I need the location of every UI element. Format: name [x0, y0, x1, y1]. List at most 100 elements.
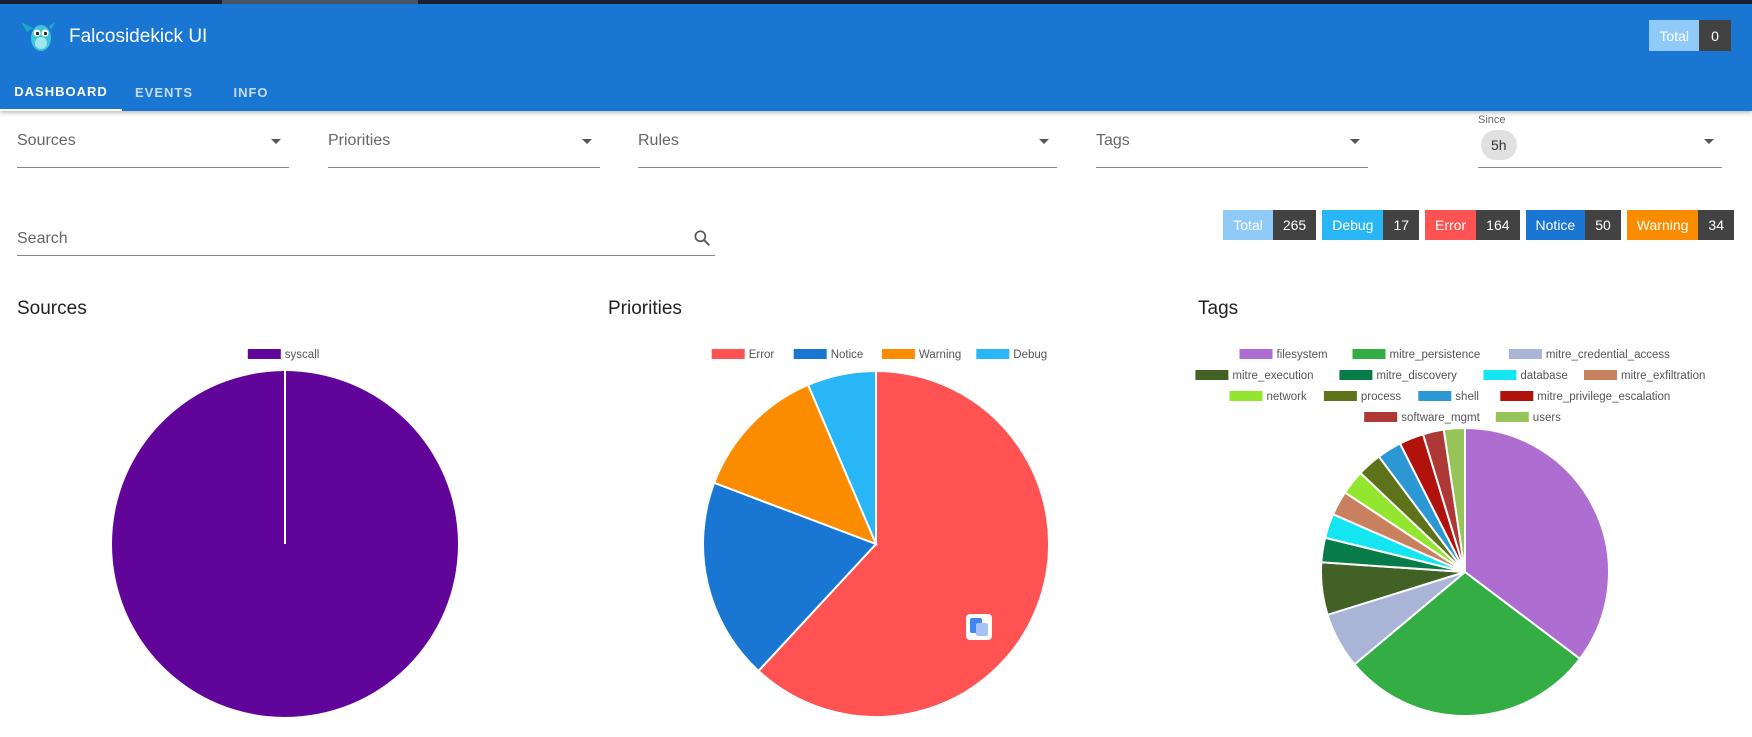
legend-item-process[interactable]: process	[1323, 391, 1402, 403]
legend-swatch	[1584, 370, 1617, 380]
chevron-down-icon	[1039, 139, 1049, 144]
sources-select[interactable]: Sources	[17, 122, 289, 168]
tab-dashboard[interactable]: DASHBOARD	[0, 74, 122, 111]
legend-item-mitre-exfiltration[interactable]: mitre_exfiltration	[1584, 370, 1705, 382]
search-field	[17, 224, 715, 256]
legend-swatch	[1229, 391, 1263, 401]
priorities-select[interactable]: Priorities	[328, 122, 600, 168]
priorities-select-label: Priorities	[328, 132, 391, 149]
since-value-chip[interactable]: 5h	[1481, 130, 1517, 160]
legend-label: database	[1520, 370, 1567, 382]
pie-slice-notice[interactable]	[702, 481, 878, 673]
app-bar: Falcosidekick UI Total 0 DASHBOARD EVENT…	[0, 4, 1752, 111]
header-total-chip: Total 0	[1649, 20, 1731, 51]
counter-warning[interactable]: Warning 34	[1626, 210, 1734, 240]
counter-notice[interactable]: Notice 50	[1525, 210, 1621, 240]
legend-label: users	[1533, 412, 1561, 424]
legend-swatch	[1323, 391, 1357, 401]
legend-swatch	[881, 349, 915, 359]
legend-swatch	[1483, 370, 1517, 380]
legend-label: mitre_credential_access	[1546, 349, 1670, 361]
counter-value: 34	[1698, 210, 1734, 240]
search-input[interactable]	[17, 224, 667, 254]
sources-chart-title: Sources	[17, 298, 87, 319]
chevron-down-icon	[1704, 139, 1714, 144]
legend-label: mitre_privilege_escalation	[1537, 391, 1670, 403]
legend-item-mitre-privilege-escalation[interactable]: mitre_privilege_escalation	[1500, 391, 1670, 403]
legend-item-mitre-execution[interactable]: mitre_execution	[1195, 370, 1314, 382]
counter-value: 17	[1383, 210, 1420, 240]
nav-tabs: DASHBOARD EVENTS INFO	[0, 74, 296, 111]
legend-swatch	[1500, 391, 1534, 401]
legend-label: network	[1267, 391, 1308, 403]
pie-slice-warning[interactable]	[712, 383, 878, 546]
legend-label: Error	[749, 349, 775, 361]
legend-item-error[interactable]: Error	[711, 349, 775, 361]
legend-item-users[interactable]: users	[1495, 412, 1561, 424]
priority-counters: Total 265 Debug 17 Error 164 Notice 50 W…	[1217, 210, 1734, 240]
counter-error[interactable]: Error 164	[1425, 210, 1520, 240]
tags-select[interactable]: Tags	[1096, 122, 1368, 168]
legend-swatch	[793, 349, 827, 359]
legend-label: mitre_execution	[1232, 370, 1313, 382]
legend-item-database[interactable]: database	[1483, 370, 1568, 382]
legend-item-notice[interactable]: Notice	[793, 349, 864, 361]
tab-info[interactable]: INFO	[233, 85, 269, 100]
legend-swatch	[1508, 349, 1542, 359]
counter-value: 50	[1585, 210, 1621, 240]
pie-slice-debug[interactable]	[806, 369, 877, 545]
legend-label: mitre_persistence	[1390, 349, 1481, 361]
legend-label: syscall	[285, 349, 320, 361]
legend-label: Warning	[919, 349, 961, 361]
counter-debug[interactable]: Debug 17	[1322, 210, 1420, 240]
legend-item-mitre-persistence[interactable]: mitre_persistence	[1352, 349, 1481, 361]
legend-swatch	[1495, 412, 1529, 422]
chevron-down-icon	[582, 139, 592, 144]
falco-logo-icon	[21, 22, 55, 51]
counter-label: Notice	[1525, 210, 1586, 240]
browser-top-strip	[0, 0, 1752, 4]
tags-pie-chart: filesystem mitre_persistence mitre_credent…	[1195, 349, 1705, 717]
pie-slice-mitre-persistence[interactable]	[1353, 570, 1582, 717]
legend-item-syscall[interactable]: syscall	[247, 349, 320, 361]
legend-label: process	[1361, 391, 1402, 403]
legend-label: Debug	[1013, 349, 1047, 361]
rules-select[interactable]: Rules	[638, 122, 1057, 168]
counter-label: Error	[1425, 210, 1477, 240]
legend-swatch	[247, 349, 281, 359]
header-total-label: Total	[1649, 20, 1699, 51]
counter-label: Warning	[1626, 210, 1699, 240]
pie-slice-filesystem[interactable]	[1464, 426, 1610, 661]
legend-label: filesystem	[1277, 349, 1328, 361]
priorities-chart-title: Priorities	[608, 298, 682, 319]
legend-item-filesystem[interactable]: filesystem	[1239, 349, 1328, 361]
legend-item-network[interactable]: network	[1229, 391, 1308, 403]
legend-swatch	[711, 349, 745, 359]
legend-item-mitre-discovery[interactable]: mitre_discovery	[1339, 370, 1457, 382]
legend-swatch	[1195, 370, 1229, 380]
sources-select-label: Sources	[17, 132, 76, 149]
sources-pie-chart: syscall	[112, 349, 458, 717]
legend-swatch	[1352, 349, 1386, 359]
legend-swatch	[1364, 412, 1398, 422]
tags-chart-title: Tags	[1198, 298, 1239, 319]
counter-label: Debug	[1322, 210, 1384, 240]
counter-label: Total	[1223, 210, 1273, 240]
legend-swatch	[1339, 370, 1373, 380]
legend-item-debug[interactable]: Debug	[976, 349, 1047, 361]
legend-item-mitre-credential-access[interactable]: mitre_credential_access	[1508, 349, 1670, 361]
counter-total[interactable]: Total 265	[1223, 210, 1317, 240]
search-icon[interactable]	[692, 228, 712, 248]
chevron-down-icon	[1350, 139, 1360, 144]
tab-events[interactable]: EVENTS	[134, 85, 193, 100]
legend-label: mitre_discovery	[1376, 370, 1457, 382]
pie-slice-users[interactable]	[1442, 426, 1466, 573]
legend-label: mitre_exfiltration	[1621, 370, 1705, 382]
legend-label: shell	[1455, 391, 1479, 403]
translate-icon[interactable]	[966, 614, 992, 640]
legend-item-warning[interactable]: Warning	[881, 349, 961, 361]
legend-item-software-mgmt[interactable]: software_mgmt	[1364, 412, 1481, 424]
since-select[interactable]	[1478, 122, 1722, 168]
legend-item-shell[interactable]: shell	[1418, 391, 1479, 403]
legend-swatch	[1239, 349, 1273, 359]
